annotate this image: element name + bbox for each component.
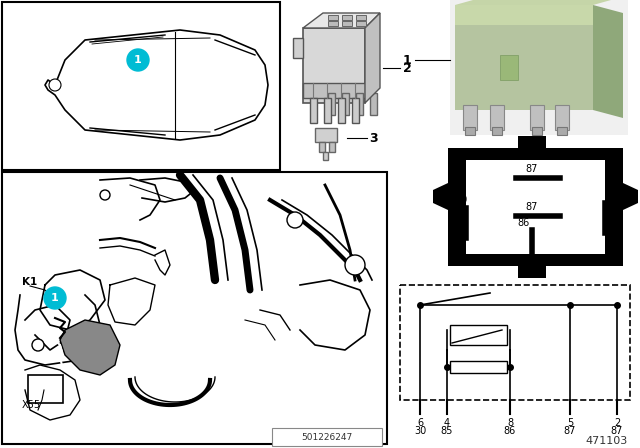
Text: 4: 4	[444, 418, 450, 428]
Bar	[450, 0, 628, 135]
Circle shape	[100, 190, 110, 200]
Bar	[450, 325, 507, 345]
Text: 87: 87	[564, 426, 576, 436]
Bar	[319, 142, 325, 152]
Polygon shape	[433, 183, 448, 210]
Text: 6: 6	[417, 418, 423, 428]
Bar	[28, 375, 63, 403]
Bar	[518, 136, 546, 150]
Polygon shape	[303, 13, 380, 28]
Bar	[303, 28, 365, 103]
Bar	[324, 98, 331, 123]
Bar	[356, 93, 363, 115]
Text: 2: 2	[614, 418, 620, 428]
Polygon shape	[623, 183, 638, 210]
Text: 87: 87	[526, 202, 538, 212]
Bar	[500, 55, 518, 80]
Bar	[342, 21, 352, 26]
Bar	[303, 83, 365, 98]
Circle shape	[345, 255, 365, 275]
Circle shape	[287, 212, 303, 228]
Bar	[466, 160, 605, 254]
Bar	[338, 98, 345, 123]
Bar	[532, 127, 542, 135]
Circle shape	[127, 49, 149, 71]
Bar	[310, 98, 317, 123]
Bar	[356, 15, 366, 20]
Text: 87: 87	[611, 426, 623, 436]
Circle shape	[49, 79, 61, 91]
Polygon shape	[593, 5, 623, 118]
Text: 87: 87	[526, 164, 538, 174]
Text: 86: 86	[518, 218, 530, 228]
Circle shape	[44, 287, 66, 309]
Bar	[2, 172, 387, 444]
Text: 30: 30	[414, 426, 426, 436]
Bar	[272, 428, 382, 446]
Bar	[329, 142, 335, 152]
Text: 30: 30	[455, 195, 467, 205]
Bar	[530, 105, 544, 130]
Bar	[2, 2, 280, 170]
Bar	[352, 98, 359, 123]
Circle shape	[32, 339, 44, 351]
Bar	[328, 15, 338, 20]
Bar	[492, 127, 502, 135]
Text: 8: 8	[507, 418, 513, 428]
Bar	[323, 152, 328, 160]
Bar	[328, 21, 338, 26]
Text: K1: K1	[22, 277, 37, 287]
Bar	[342, 93, 349, 115]
Bar	[400, 285, 630, 400]
Bar	[450, 361, 507, 373]
Text: 3: 3	[369, 132, 378, 145]
Bar	[465, 127, 475, 135]
Text: 85: 85	[607, 190, 619, 200]
Polygon shape	[60, 320, 120, 375]
Bar	[455, 5, 593, 110]
Text: 1: 1	[134, 55, 142, 65]
Bar	[356, 21, 366, 26]
Bar	[455, 5, 593, 25]
Bar	[370, 93, 377, 115]
Bar	[490, 105, 504, 130]
Bar	[557, 127, 567, 135]
Text: 85: 85	[441, 426, 453, 436]
Polygon shape	[293, 38, 303, 58]
Bar	[518, 264, 546, 278]
Text: 5: 5	[567, 418, 573, 428]
Bar	[342, 15, 352, 20]
Bar	[448, 148, 623, 266]
Bar	[315, 128, 337, 142]
Bar	[463, 105, 477, 130]
Text: 86: 86	[504, 426, 516, 436]
Polygon shape	[365, 13, 380, 103]
Text: 1: 1	[51, 293, 59, 303]
Text: X55: X55	[22, 400, 41, 410]
Bar	[455, 5, 593, 110]
Polygon shape	[455, 0, 611, 5]
Text: 501226247: 501226247	[301, 432, 353, 441]
Text: 471103: 471103	[586, 436, 628, 446]
Text: 2: 2	[403, 61, 412, 74]
Bar	[555, 105, 569, 130]
Text: 1: 1	[403, 53, 412, 66]
Bar	[328, 93, 335, 115]
